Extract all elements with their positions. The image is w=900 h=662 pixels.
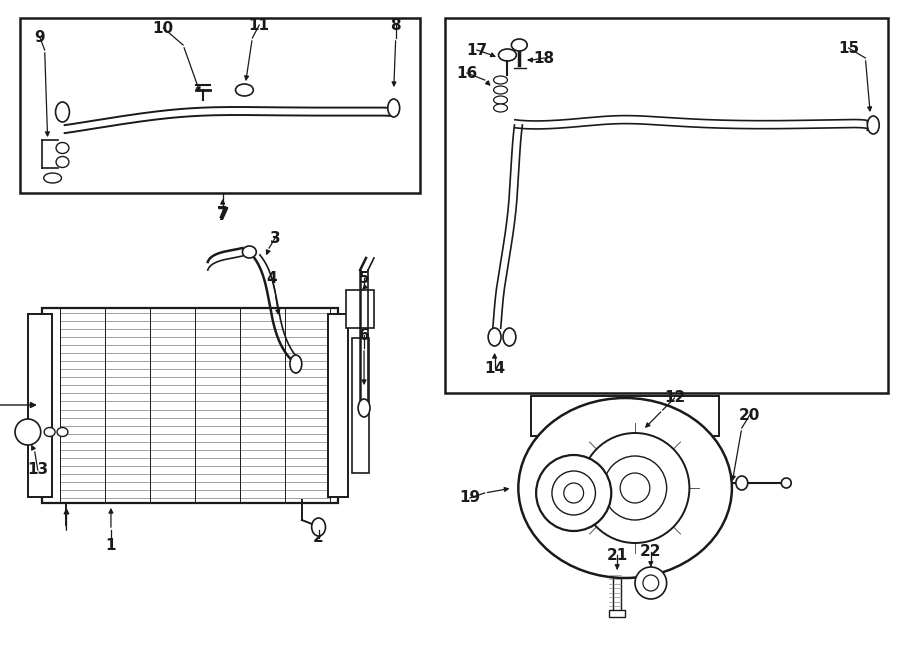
Ellipse shape bbox=[56, 102, 69, 122]
Circle shape bbox=[603, 456, 667, 520]
Text: 16: 16 bbox=[456, 66, 478, 81]
Text: 10: 10 bbox=[153, 21, 174, 36]
Circle shape bbox=[643, 575, 659, 591]
Text: 4: 4 bbox=[266, 271, 277, 285]
Ellipse shape bbox=[488, 328, 501, 346]
Text: 19: 19 bbox=[459, 491, 481, 506]
Text: 7: 7 bbox=[218, 205, 228, 220]
Text: 22: 22 bbox=[640, 545, 662, 559]
Text: 15: 15 bbox=[838, 40, 860, 56]
Bar bbox=[352, 338, 369, 473]
Ellipse shape bbox=[44, 428, 55, 436]
Circle shape bbox=[536, 455, 611, 531]
Text: 14: 14 bbox=[484, 361, 505, 375]
Text: 18: 18 bbox=[534, 50, 554, 66]
Text: 12: 12 bbox=[664, 391, 685, 406]
Text: 8: 8 bbox=[391, 17, 401, 32]
Text: 6: 6 bbox=[359, 328, 369, 342]
Text: 2: 2 bbox=[313, 530, 324, 545]
Ellipse shape bbox=[493, 76, 508, 84]
Bar bbox=[609, 610, 626, 617]
Ellipse shape bbox=[56, 142, 69, 154]
Ellipse shape bbox=[56, 156, 69, 167]
Ellipse shape bbox=[493, 96, 508, 104]
Text: 11: 11 bbox=[248, 17, 270, 32]
Text: 3: 3 bbox=[270, 230, 281, 246]
Ellipse shape bbox=[57, 428, 68, 436]
Ellipse shape bbox=[868, 116, 879, 134]
Ellipse shape bbox=[503, 328, 516, 346]
Bar bbox=[41, 308, 338, 503]
Ellipse shape bbox=[242, 246, 256, 258]
Text: 13: 13 bbox=[27, 463, 49, 477]
Ellipse shape bbox=[781, 478, 791, 488]
Ellipse shape bbox=[358, 399, 370, 417]
Ellipse shape bbox=[736, 476, 748, 490]
Bar bbox=[328, 314, 348, 497]
Ellipse shape bbox=[518, 398, 732, 578]
Text: 21: 21 bbox=[607, 547, 628, 563]
Bar bbox=[20, 18, 420, 193]
Circle shape bbox=[15, 419, 40, 445]
Circle shape bbox=[552, 471, 596, 515]
Bar bbox=[28, 314, 51, 497]
Text: 9: 9 bbox=[34, 30, 45, 44]
Ellipse shape bbox=[290, 355, 302, 373]
Ellipse shape bbox=[511, 39, 527, 51]
Bar bbox=[346, 290, 374, 328]
Text: 7: 7 bbox=[216, 206, 229, 224]
Ellipse shape bbox=[311, 518, 326, 536]
Ellipse shape bbox=[388, 99, 400, 117]
Text: 5: 5 bbox=[359, 271, 369, 285]
Circle shape bbox=[580, 433, 689, 543]
Ellipse shape bbox=[44, 173, 61, 183]
Bar bbox=[531, 396, 719, 436]
Ellipse shape bbox=[236, 84, 253, 96]
Circle shape bbox=[563, 483, 583, 503]
Bar bbox=[446, 18, 888, 393]
Text: 17: 17 bbox=[466, 42, 488, 58]
Text: 1: 1 bbox=[105, 538, 116, 553]
Bar bbox=[613, 570, 621, 612]
Text: 20: 20 bbox=[739, 408, 760, 422]
Circle shape bbox=[620, 473, 650, 503]
Circle shape bbox=[635, 567, 667, 599]
Ellipse shape bbox=[499, 49, 517, 61]
Ellipse shape bbox=[493, 104, 508, 112]
Ellipse shape bbox=[493, 86, 508, 94]
